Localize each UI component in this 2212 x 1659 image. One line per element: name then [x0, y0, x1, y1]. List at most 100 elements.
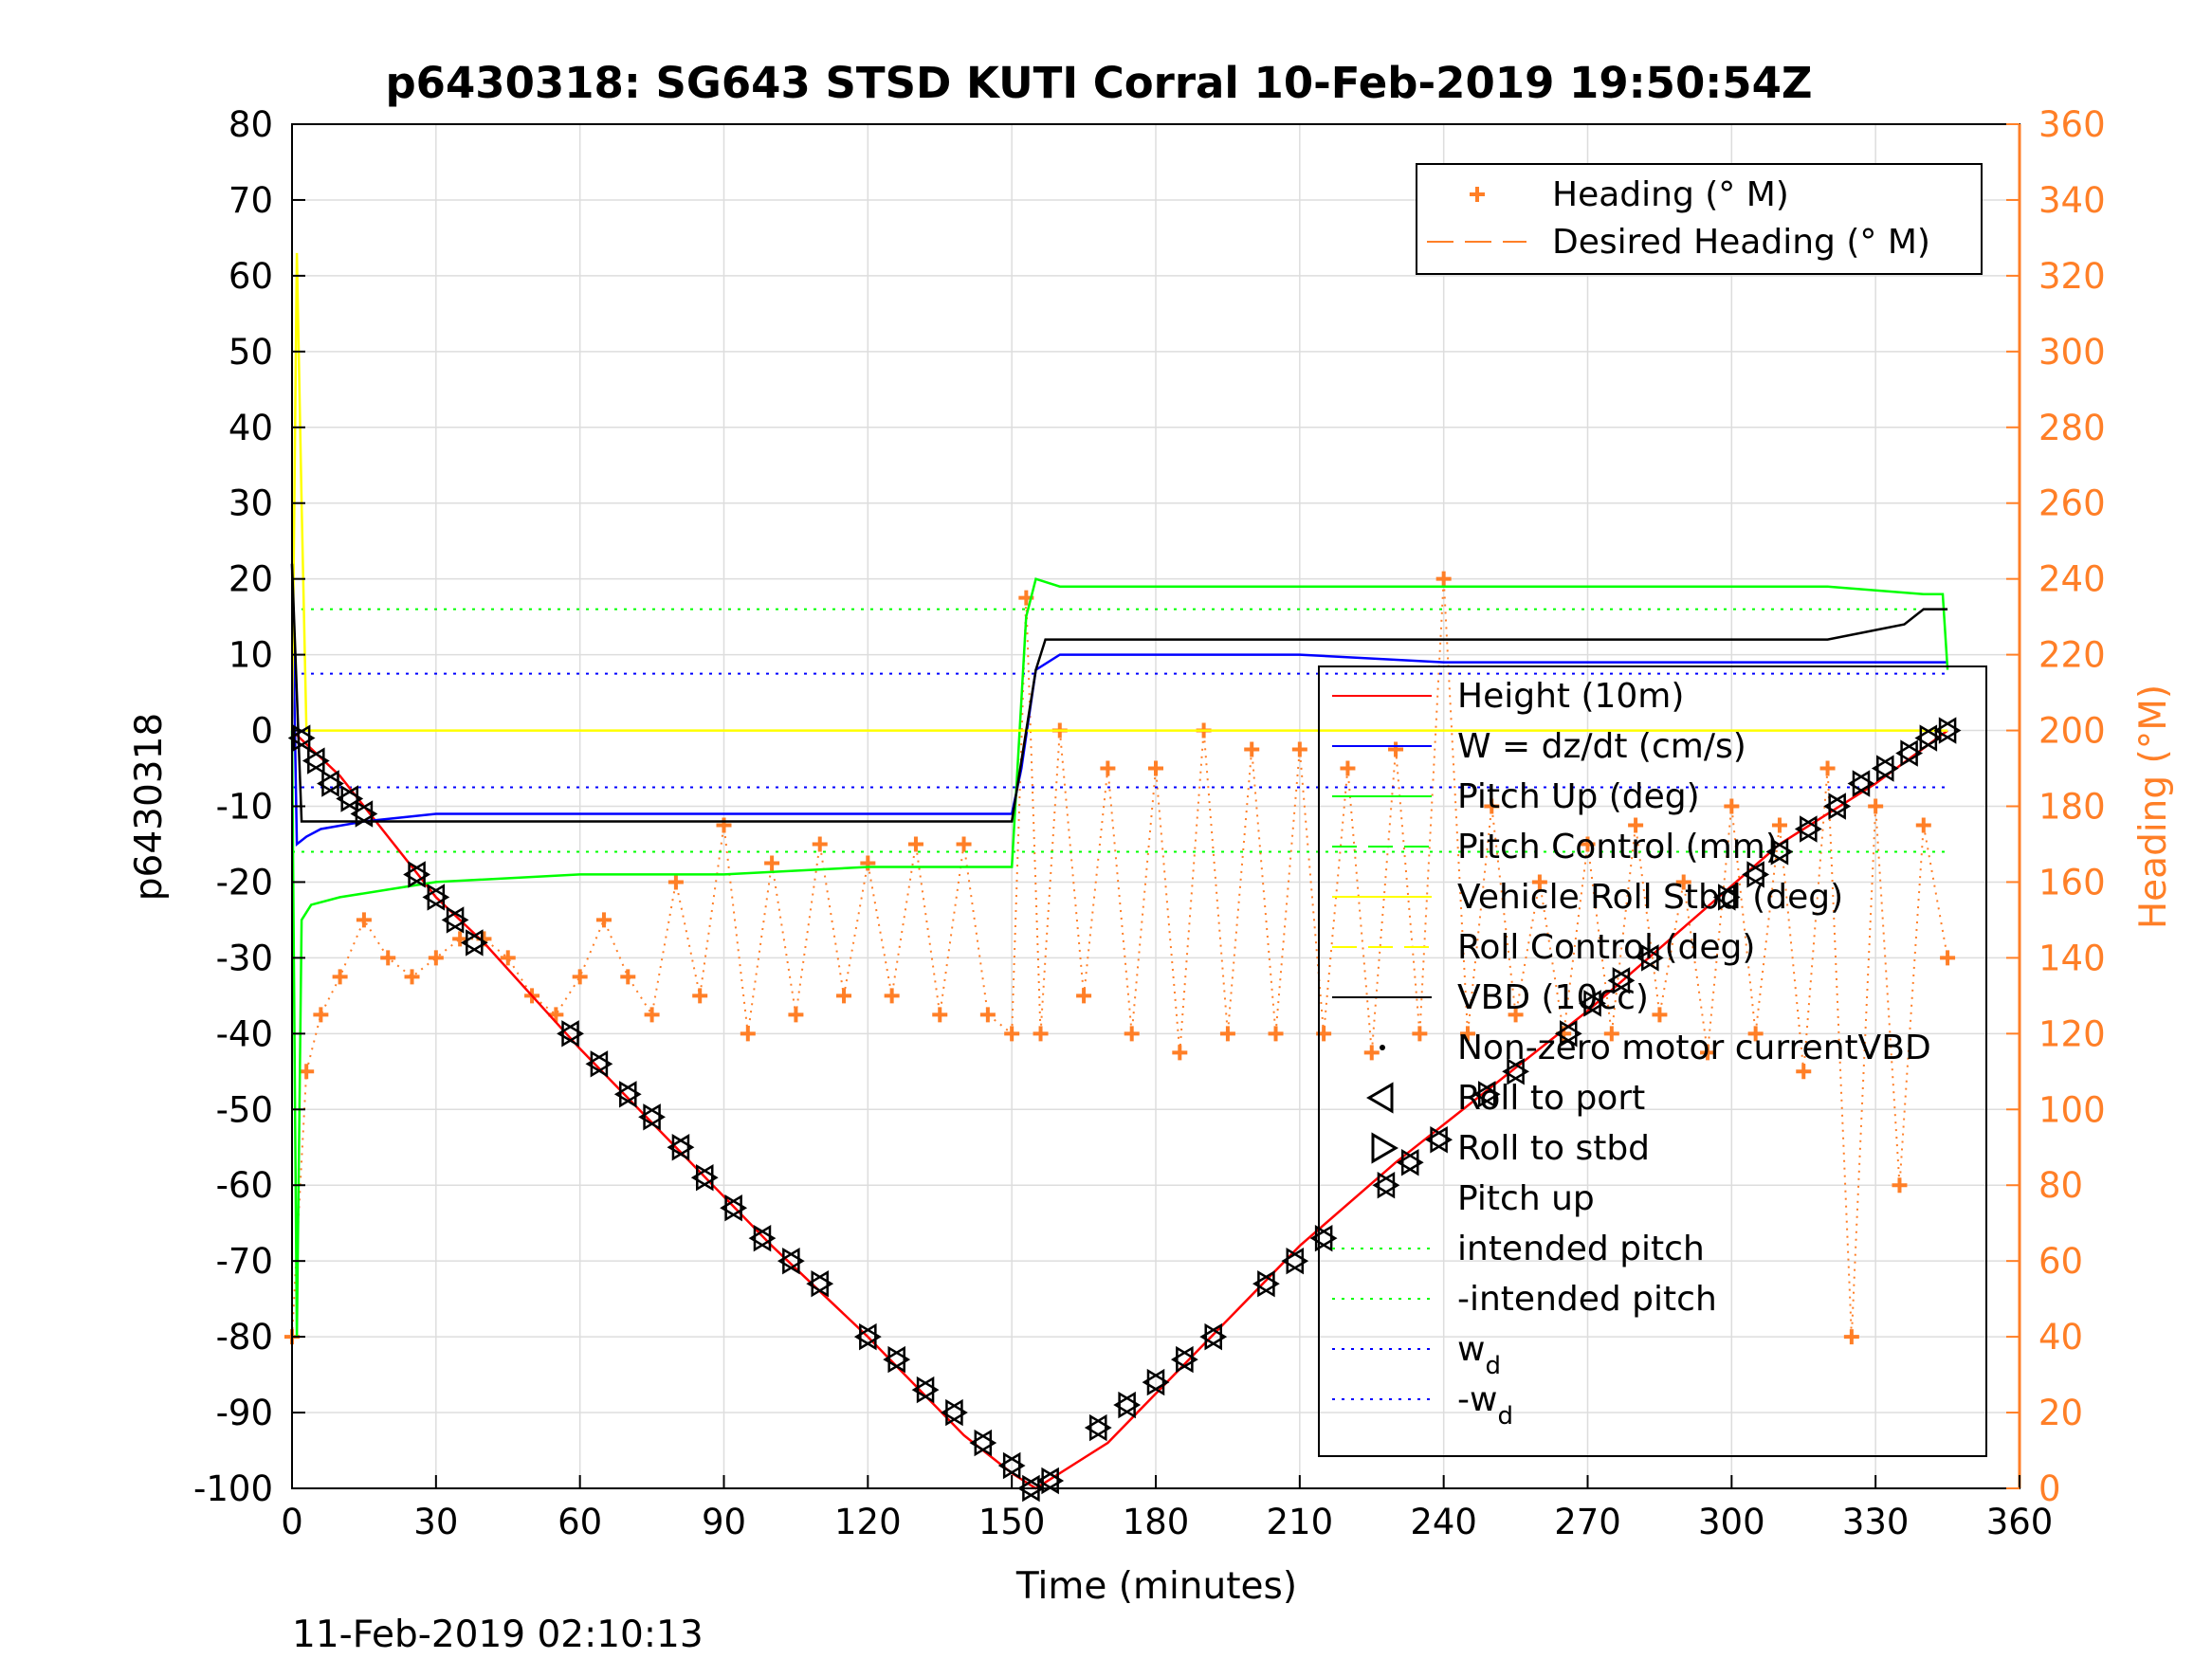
legend-main-label: Pitch up [1457, 1179, 1595, 1218]
roll-to-port-marker [302, 747, 325, 775]
roll-to-port-marker [403, 861, 426, 888]
roll-to-stbd-marker [590, 1050, 613, 1078]
x-tick-label: 90 [702, 1502, 746, 1542]
roll-to-stbd-marker [1089, 1413, 1112, 1442]
heading-point [572, 969, 588, 985]
roll-to-stbd-marker [887, 1345, 911, 1374]
y-tick-label-left: -70 [216, 1241, 273, 1282]
axis-ticks: 0 30 60 90 120 150 180 210 240 270 300 330 360807060… [193, 104, 2106, 1542]
legend-dot-swatch [1380, 1045, 1385, 1050]
roll-to-stbd-marker [1400, 1149, 1424, 1176]
series-vehicle-roll-stbd-deg [290, 252, 1948, 732]
roll-to-stbd-marker [1876, 755, 1899, 782]
y-tick-label-left: -40 [216, 1013, 273, 1054]
legend-label-subscript: d [1485, 1352, 1501, 1380]
roll-to-stbd-marker [1041, 1467, 1065, 1495]
legend-main-label: W = dz/dt (cm/s) [1457, 727, 1746, 766]
chart-title: p6430318: SG643 STSD KUTI Corral 10-Feb-… [385, 58, 1812, 108]
y-tick-label-right: 140 [2038, 938, 2106, 978]
series-pitch-up-deg [290, 577, 1949, 1338]
legend-label-text: -w [1457, 1380, 1497, 1419]
roll-to-stbd-marker [1800, 815, 1822, 843]
x-axis-label: Time (minutes) [1015, 1565, 1297, 1608]
roll-to-stbd-marker [355, 800, 378, 828]
y-tick-label-left: -20 [216, 862, 273, 902]
roll-to-port-marker [1502, 1058, 1525, 1085]
y-tick-label-right: 320 [2038, 256, 2106, 297]
legend-label-text: W = dz/dt (cm/s) [1457, 727, 1746, 766]
heading-point [1915, 817, 1931, 833]
roll-to-stbd-marker [427, 884, 450, 911]
roll-to-stbd-marker [1286, 1247, 1309, 1275]
roll-to-stbd-marker [1314, 1224, 1338, 1252]
roll-to-stbd-marker [643, 1103, 667, 1131]
roll-to-stbd-marker [446, 906, 469, 934]
roll-to-port-marker [350, 800, 374, 828]
x-tick-label: 150 [978, 1502, 1046, 1542]
roll-to-stbd-marker [321, 770, 344, 797]
legend-main-label: Height (10m) [1457, 677, 1684, 716]
roll-to-port-marker [585, 1050, 609, 1078]
roll-to-stbd-marker [1852, 770, 1875, 797]
roll-to-port-marker [1142, 1368, 1165, 1396]
legend-label-text: VBD (10cc) [1457, 978, 1649, 1017]
heading-point [667, 874, 684, 890]
roll-to-port-marker [1607, 967, 1631, 994]
legend-heading: Heading (° M) Desired Heading (° M) [1416, 163, 1983, 275]
roll-to-port-marker [667, 1134, 690, 1161]
roll-to-port-marker [1794, 815, 1818, 843]
legend-label-text: intended pitch [1457, 1230, 1705, 1268]
roll-to-port-marker [911, 1376, 935, 1404]
legend-main-label: -wd [1457, 1380, 1513, 1431]
heading-point [1412, 1026, 1428, 1042]
legend-label-text: Roll to port [1457, 1079, 1645, 1118]
y-tick-label-left: 50 [229, 332, 273, 373]
roll-to-port-marker [941, 1398, 963, 1427]
roll-to-port-marker [853, 1322, 877, 1351]
legend-label-text: Roll Control (deg) [1457, 928, 1755, 967]
legend-heading-marker [1470, 187, 1485, 202]
y-tick-label-right: 180 [2038, 787, 2106, 828]
y-tick-label-right: 160 [2038, 862, 2106, 902]
roll-to-port-marker [441, 906, 465, 934]
roll-to-stbd-marker [1257, 1269, 1280, 1298]
roll-to-stbd-marker [1938, 717, 1962, 744]
y-tick-label-left: -100 [193, 1468, 273, 1509]
legend-triangle-right-icon [1371, 1132, 1398, 1164]
legend-label-text: Pitch up [1457, 1179, 1595, 1218]
y-tick-label-right: 240 [2038, 559, 2106, 600]
x-tick-label: 120 [834, 1502, 902, 1542]
heading-point [313, 1007, 329, 1023]
timestamp: 11-Feb-2019 02:10:13 [292, 1613, 704, 1656]
legend-main-box [1318, 665, 1987, 1457]
y-tick-label-left: 0 [250, 711, 273, 752]
roll-to-port-marker [1036, 1467, 1059, 1495]
roll-to-stbd-marker [292, 724, 316, 752]
legend-label-text: Pitch Up (deg) [1457, 777, 1700, 816]
roll-to-port-marker [557, 1020, 579, 1048]
legend-label-text: Height (10m) [1457, 677, 1684, 716]
legend-main-label: Non-zero motor currentVBD [1457, 1029, 1931, 1067]
roll-to-port-marker [1170, 1345, 1194, 1374]
roll-to-port-marker [1712, 884, 1736, 911]
roll-to-port-marker [1554, 1020, 1578, 1048]
heading-point [692, 988, 708, 1004]
heading-point [595, 912, 612, 928]
roll-to-stbd-marker [1583, 990, 1606, 1017]
roll-to-port-marker [777, 1247, 800, 1275]
legend-top-label: Desired Heading (° M) [1552, 223, 1930, 262]
roll-to-port-marker [1895, 739, 1918, 767]
roll-to-stbd-marker [974, 1429, 997, 1457]
legend-label-text: Non-zero motor currentVBD [1457, 1029, 1931, 1067]
heading-point [404, 969, 420, 985]
heading-point [644, 1007, 660, 1023]
y-tick-label-right: 260 [2038, 483, 2106, 524]
roll-to-stbd-marker [1477, 1081, 1501, 1108]
heading-point [428, 950, 444, 966]
legend-top-label: Heading (° M) [1552, 175, 1789, 214]
roll-to-port-marker [287, 724, 311, 752]
roll-to-port-marker [1084, 1413, 1107, 1442]
y-tick-label-right: 100 [2038, 1089, 2106, 1130]
roll-to-stbd-marker [1176, 1345, 1198, 1374]
heading-point [1435, 571, 1452, 587]
